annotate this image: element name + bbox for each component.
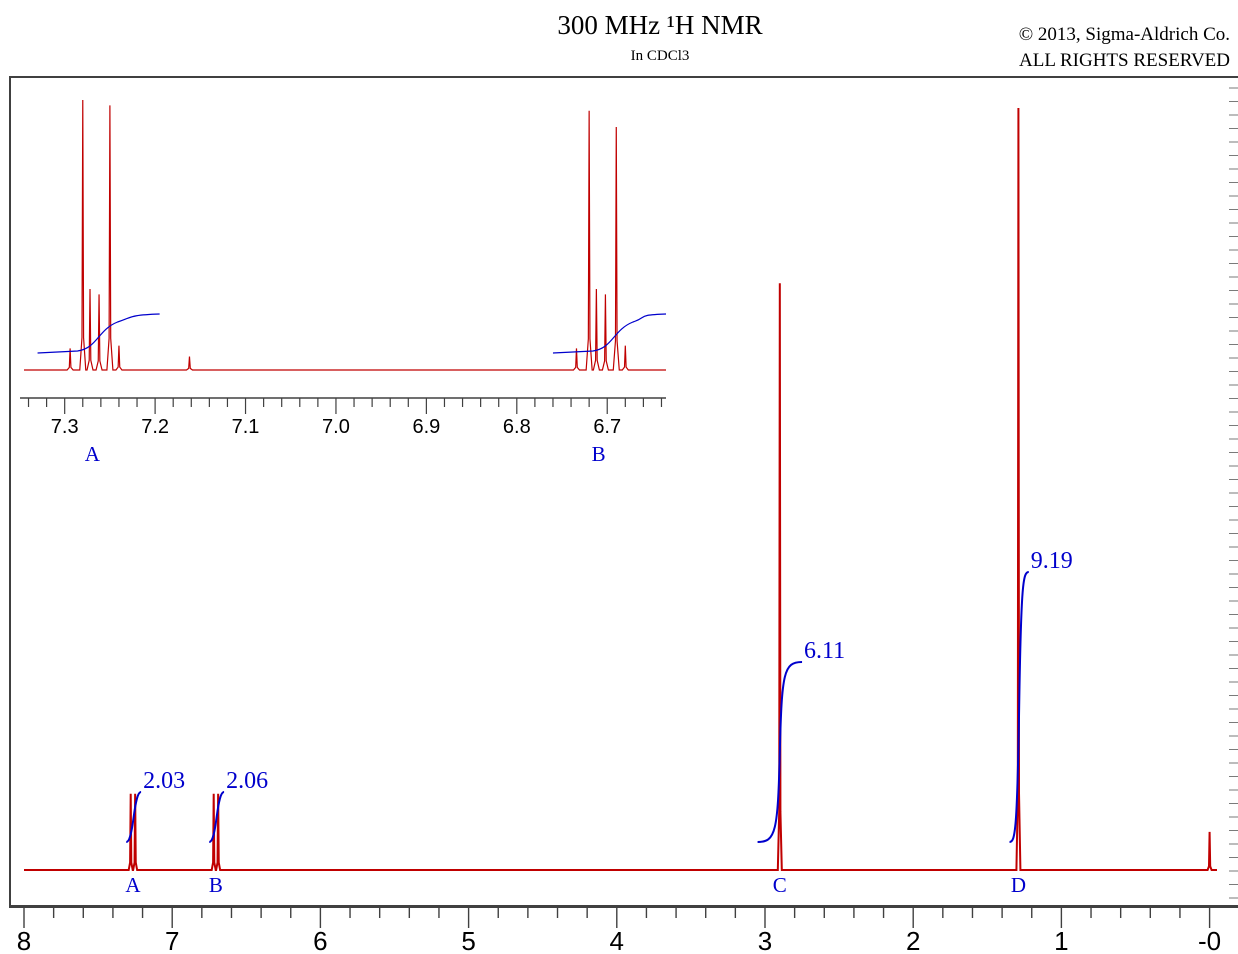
copyright-line-2: ALL RIGHTS RESERVED [1019,50,1230,71]
main-spectrum [24,107,1217,871]
integral-value: 6.11 [804,638,845,664]
inset-x-tick-label: 6.7 [593,416,621,438]
x-tick-label: 7 [165,926,179,954]
inset-x-tick-label: 7.2 [141,416,169,438]
main-integrals: 2.03 2.06 6.11 9.19 [125,548,1073,843]
x-tick-label: 2 [906,926,920,954]
main-peak-labels: A B C D [125,873,1026,897]
x-tick-label: -0 [1198,926,1221,954]
main-x-axis: 8 7 6 5 4 3 2 1 -0 [10,905,1238,954]
x-tick-label: 4 [610,926,624,954]
peak-label: B [209,873,223,897]
copyright-line-1: © 2013, Sigma-Aldrich Co. [1018,24,1230,45]
chart-subtitle: In CDCl3 [630,48,690,64]
inset-x-tick-label: 7.3 [51,416,79,438]
integral-value: 2.06 [226,768,268,794]
x-tick-label: 3 [758,926,772,954]
copyright-notice: © 2013, Sigma-Aldrich Co. ALL RIGHTS RES… [1019,22,1230,74]
inset-zoom: 7.3 7.2 7.1 7.0 6.9 6.8 6.7 A B [20,99,667,466]
inset-x-tick-label: 7.0 [322,416,350,438]
plot-frame [9,76,1238,908]
peak-label: A [125,873,141,897]
inset-peak-label: A [85,442,101,466]
inset-spectrum-line [24,99,666,371]
peak-label: D [1011,873,1026,897]
integral-curve [208,791,225,843]
integral-value: 9.19 [1031,548,1073,574]
inset-integral-curve [37,313,160,354]
inset-integral-curve [552,313,667,354]
inset-x-tick-label: 7.1 [232,416,260,438]
x-tick-label: 8 [17,926,31,954]
integral-curve [1009,571,1029,843]
right-ruler [1229,87,1238,899]
integral-curve [125,791,142,843]
inset-peak-label: B [592,442,606,466]
chart-title: 300 MHz ¹H NMR [557,10,763,40]
peak-label: C [773,873,787,897]
x-tick-label: 6 [313,926,327,954]
inset-x-tick-label: 6.9 [412,416,440,438]
integral-curve [757,661,803,843]
x-tick-label: 5 [461,926,475,954]
spectrum-line [24,107,1217,871]
integral-value: 2.03 [143,768,185,794]
inset-x-tick-label: 6.8 [503,416,531,438]
x-tick-label: 1 [1054,926,1068,954]
